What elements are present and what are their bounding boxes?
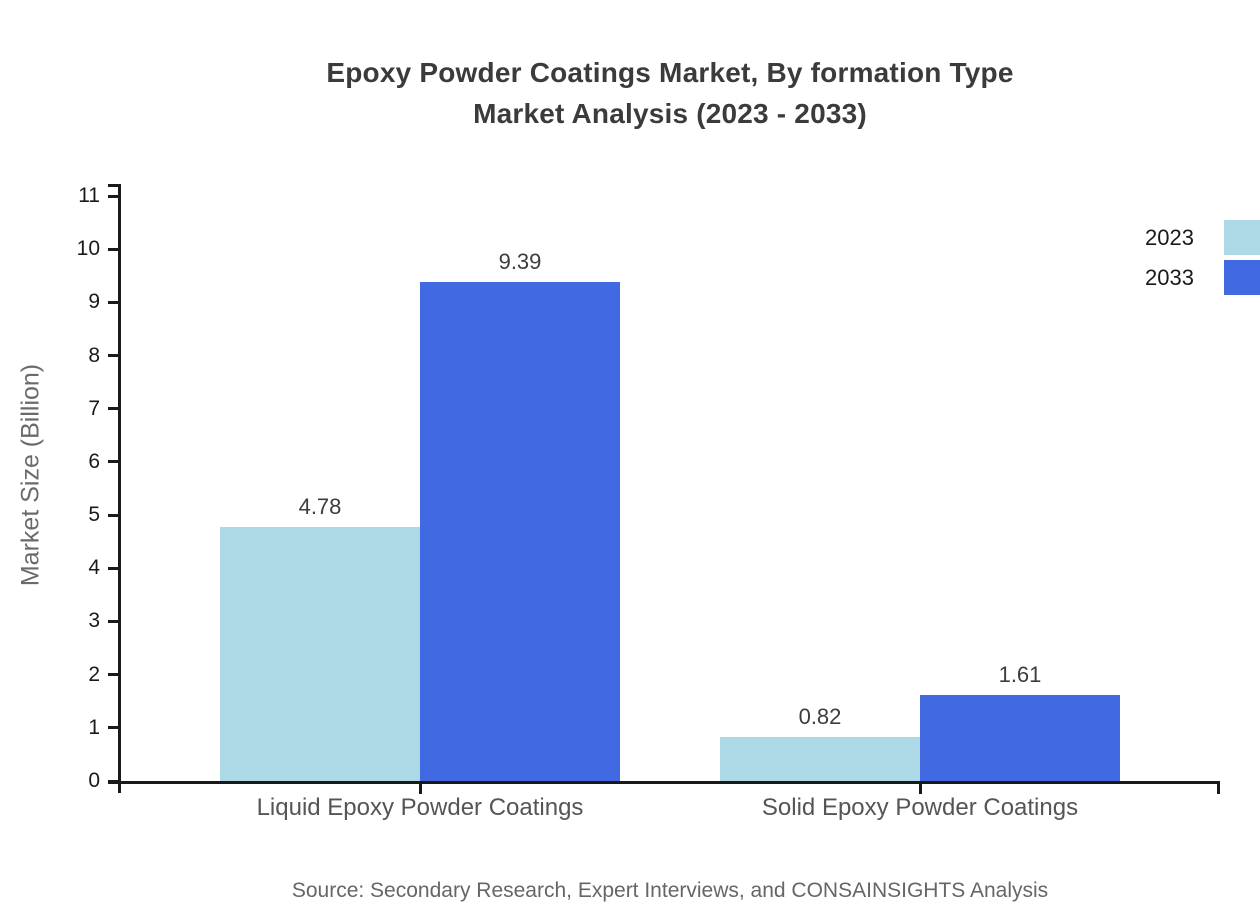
source-note: Source: Secondary Research, Expert Inter… — [291, 879, 1049, 902]
y-tick-label: 6 — [88, 449, 100, 473]
y-tick — [108, 513, 121, 517]
y-tick — [108, 460, 121, 464]
y-tick — [108, 726, 121, 730]
y-tick — [108, 673, 121, 677]
y-tick-label: 4 — [88, 556, 100, 580]
x-category-label: Liquid Epoxy Powder Coatings — [256, 794, 584, 821]
bar-2033-2 — [920, 695, 1120, 781]
bar-value-label: 0.82 — [798, 704, 842, 730]
y-tick-label: 11 — [78, 184, 100, 207]
bar-value-label: 9.39 — [498, 248, 542, 274]
y-tick-label: 1 — [88, 715, 100, 739]
x-axis-line — [108, 781, 1220, 784]
chart-title-line2: Market Analysis (2023 - 2033) — [473, 98, 867, 129]
bar-value-label: 4.78 — [298, 493, 342, 519]
y-tick-label: 9 — [88, 290, 100, 314]
y-tick — [108, 407, 121, 411]
chart-title: Epoxy Powder Coatings Market, By formati… — [80, 52, 1260, 134]
y-axis-end-cap — [108, 184, 121, 187]
y-tick-label: 8 — [88, 343, 100, 367]
legend-label-2033: 2033 — [1145, 265, 1194, 290]
chart-title-line1: Epoxy Powder Coatings Market, By formati… — [326, 57, 1014, 88]
legend-swatch-2033 — [1224, 260, 1260, 295]
legend-swatch-2023 — [1224, 220, 1260, 255]
y-tick — [108, 194, 121, 198]
bar-2023-1 — [220, 526, 420, 781]
y-tick — [108, 566, 121, 570]
y-axis-line — [118, 184, 121, 793]
y-tick-label: 10 — [76, 237, 100, 261]
x-axis-end-cap — [1217, 781, 1220, 794]
x-category-label: Solid Epoxy Powder Coatings — [761, 794, 1079, 821]
y-tick — [108, 354, 121, 358]
x-tick — [918, 781, 922, 794]
y-tick-label: 5 — [88, 503, 100, 527]
legend-label-2023: 2023 — [1145, 225, 1194, 250]
bar-2033-1 — [420, 281, 620, 781]
y-tick — [108, 300, 121, 304]
bar-2023-2 — [720, 737, 920, 781]
y-tick-label: 0 — [88, 769, 100, 792]
x-tick — [418, 781, 422, 794]
y-tick-label: 3 — [88, 609, 100, 633]
y-tick-label: 2 — [88, 662, 100, 686]
y-tick — [108, 619, 121, 623]
y-tick-label: 7 — [88, 396, 100, 420]
y-tick — [108, 247, 121, 251]
bar-value-label: 1.61 — [998, 662, 1042, 688]
